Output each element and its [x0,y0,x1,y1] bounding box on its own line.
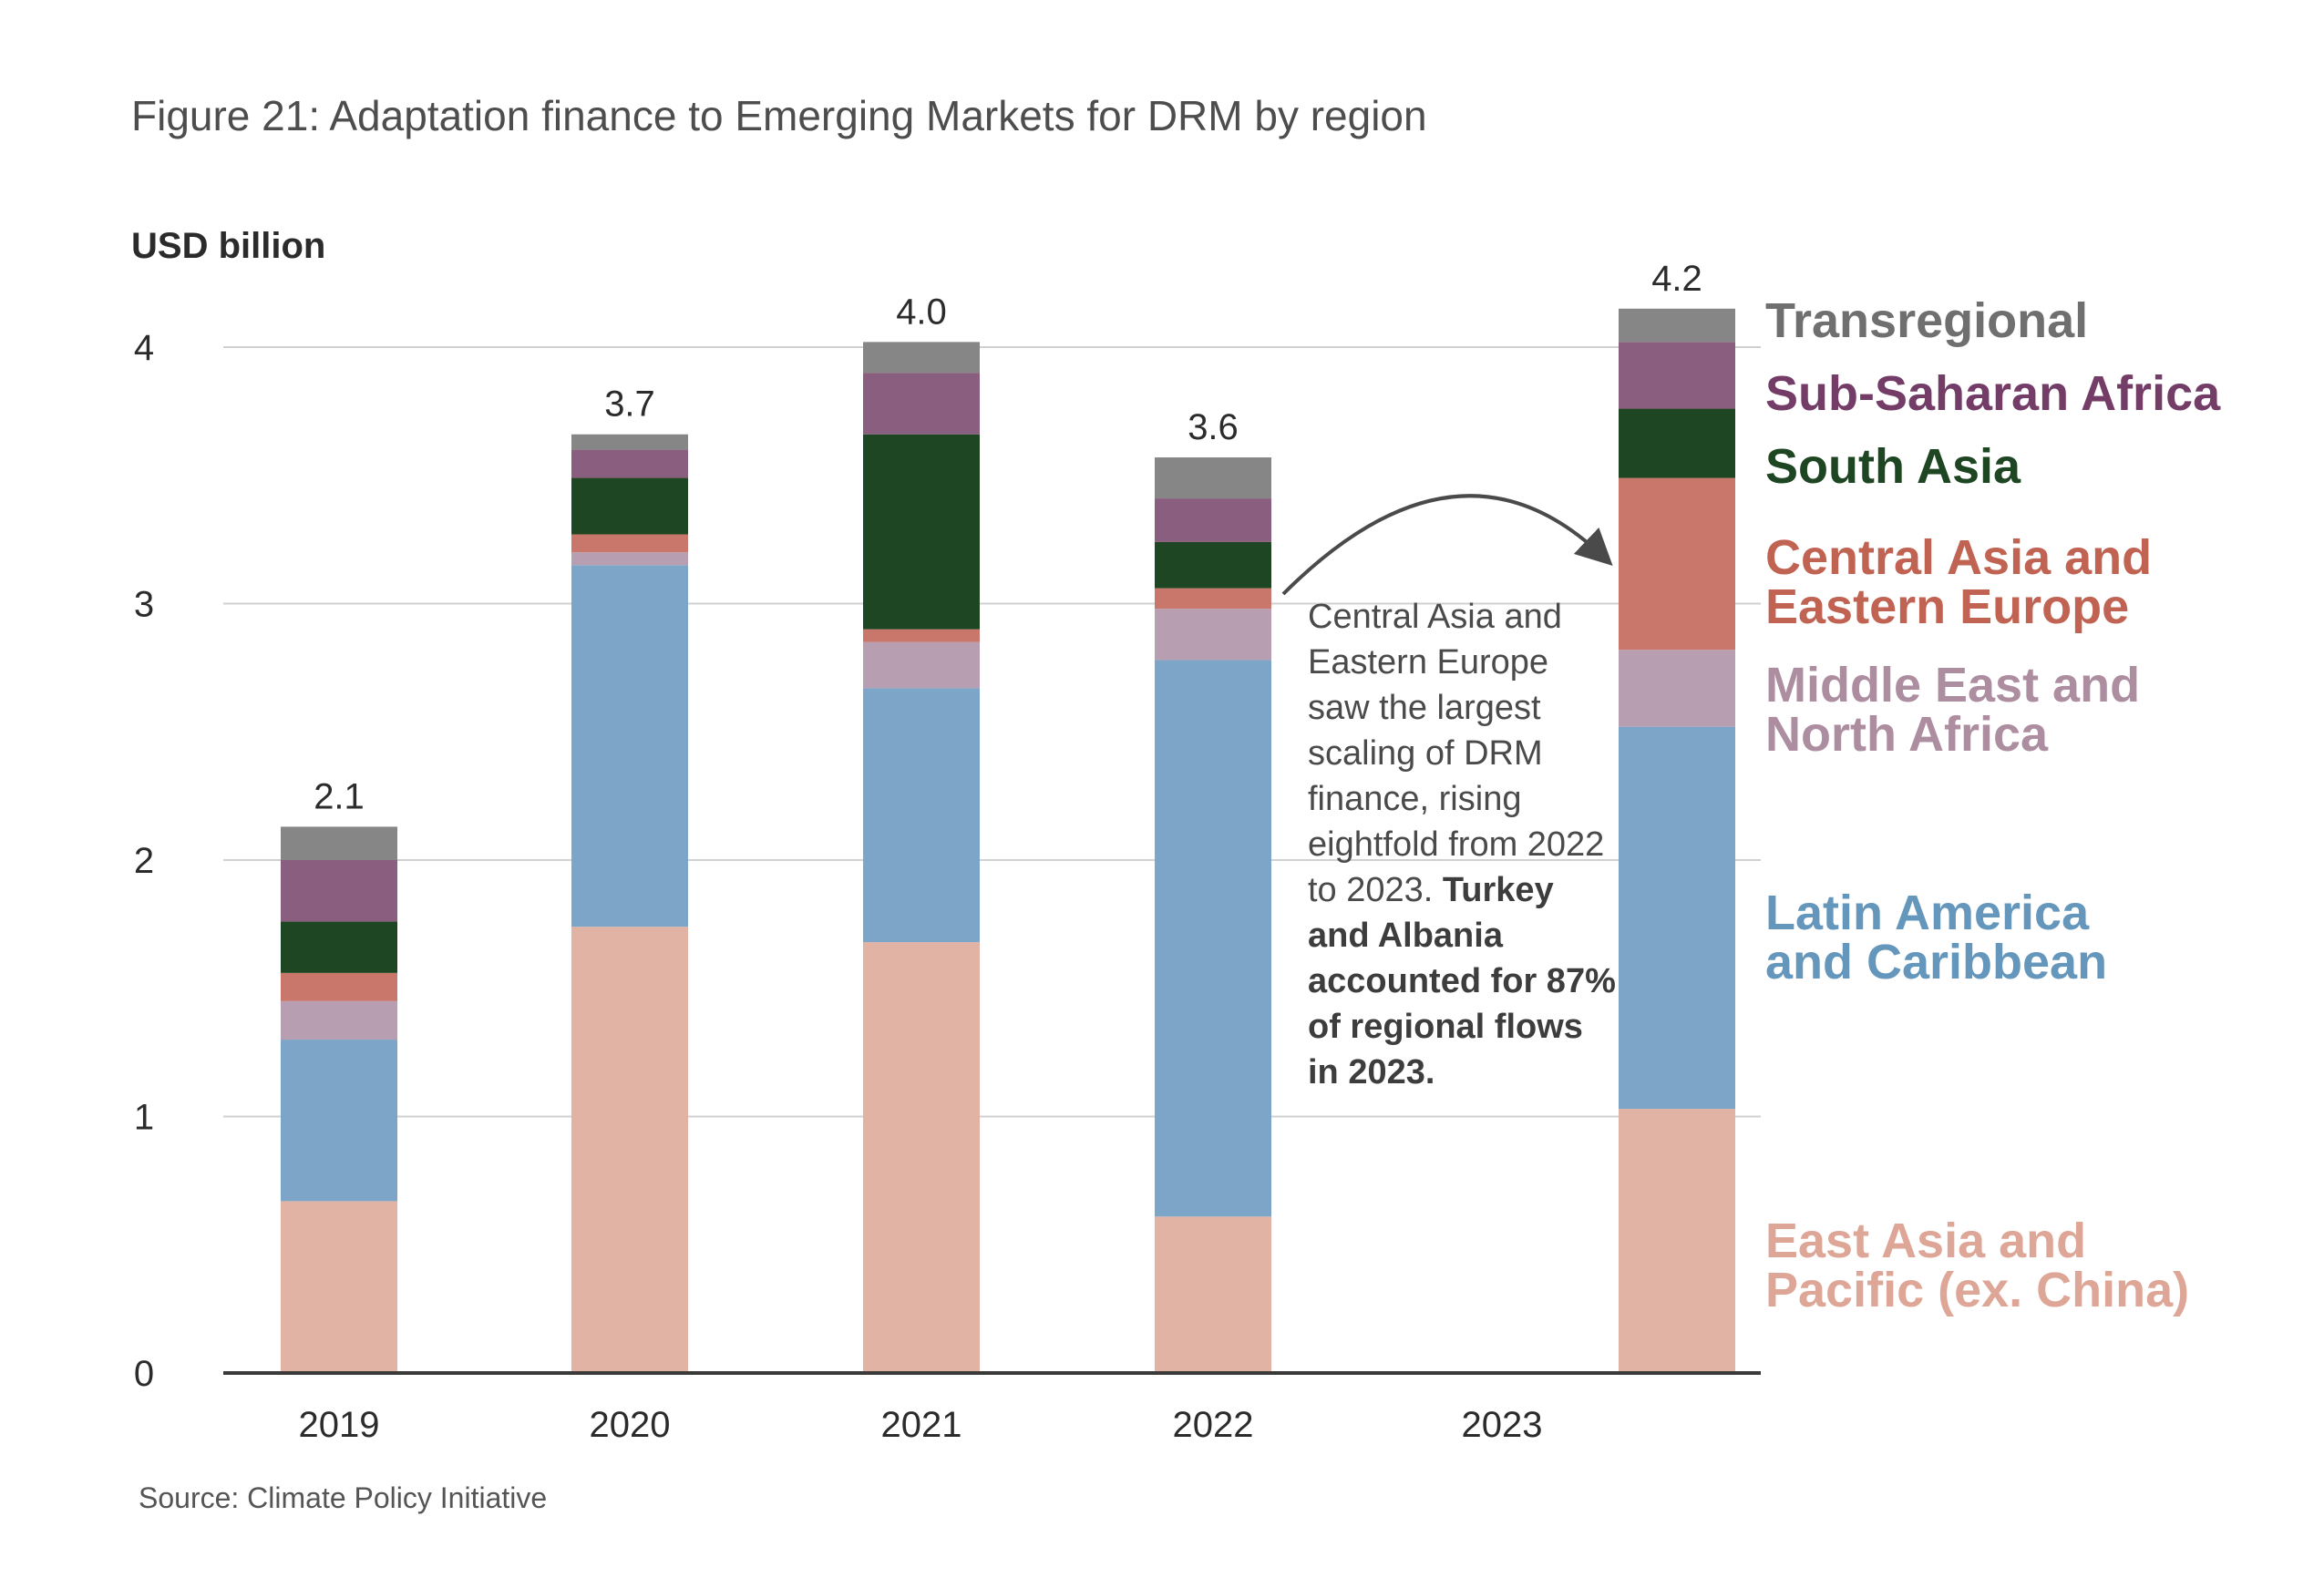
x-tick-label: 2023 [1462,1405,1543,1445]
bar-segment [863,688,980,943]
legend-item: East Asia and Pacific (ex. China) [1765,1216,2189,1315]
legend-label: East Asia and [1765,1214,2087,1268]
bar-segment [1619,342,1735,409]
bar-segment [571,434,688,450]
bar-segment [571,477,688,535]
bar-segment [281,1040,397,1202]
bar-segment [571,565,688,927]
bar-segment [1155,498,1271,542]
labels: 0 1 2 3 4 2.1 2019 3.7 2020 4.0 2021 3.6 2022 4.2 2023 [134,259,1702,1445]
bar-segment [1155,609,1271,661]
x-tick-label: 2020 [590,1405,671,1445]
bar-segment [281,860,397,922]
bars [281,308,1735,1373]
y-tick-label: 2 [134,841,154,881]
bar-total-label: 2.1 [314,776,365,816]
bar-segment [863,373,980,435]
bar-segment [281,1000,397,1040]
legend-item: Middle East and North Africa [1765,661,2140,759]
legend-label: Latin America [1765,886,2090,940]
bar-segment [281,921,397,973]
bar-segment [1155,1216,1271,1373]
y-tick-label: 4 [134,328,154,368]
gridlines [223,346,1761,1118]
legend-label: Sub-Saharan Africa [1765,366,2221,421]
legend-label: and Caribbean [1765,935,2108,989]
source-note: Source: Climate Policy Initiative [139,1481,548,1514]
legend-label: South Asia [1765,439,2021,494]
bar-segment [1155,660,1271,1217]
bar-segment [1619,650,1735,727]
bar-total-label: 4.2 [1651,259,1702,299]
legend-label: Middle East and [1765,658,2141,712]
bar-segment [281,972,397,1001]
bar-segment [571,927,688,1373]
legend-item: Sub-Saharan Africa [1765,369,2220,418]
bar-segment [571,552,688,566]
bar-segment [863,942,980,1373]
bar-segment [1619,477,1735,651]
bar-segment [1619,726,1735,1110]
bar-segment [1155,588,1271,610]
bar-segment [863,629,980,642]
x-tick-label: 2022 [1173,1405,1254,1445]
bar-segment [1619,1109,1735,1373]
bar-segment [863,641,980,689]
annotation-regular: Central Asia and Eastern Europe saw the … [1308,598,1605,909]
bar-segment [281,1201,397,1373]
legend-label: Pacific (ex. China) [1765,1263,2190,1317]
bar-total-label: 3.6 [1188,407,1239,447]
bar-segment [571,534,688,553]
bar-total-label: 4.0 [896,292,947,332]
bar-segment [1619,408,1735,478]
legend-item: Transregional [1765,296,2088,345]
legend-label: Eastern Europe [1765,579,2130,634]
bar-segment [1155,457,1271,499]
y-tick-label: 3 [134,585,154,625]
bar-segment [571,449,688,478]
annotation-text: Central Asia and Eastern Europe saw the … [1308,594,1618,1095]
bar-total-label: 3.7 [604,384,655,425]
bar-segment [863,342,980,374]
annotation-bold: Turkey and Albania accounted for 87% of … [1308,871,1616,1091]
legend-item: Latin America and Caribbean [1765,888,2107,987]
curved-arrow-icon [1281,494,1613,596]
y-tick-label: 0 [134,1354,154,1394]
bar-segment [1619,308,1735,343]
bar-segment [863,434,980,630]
legend-item: Central Asia and Eastern Europe [1765,533,2152,631]
bar-segment [1155,541,1271,589]
y-tick-label: 1 [134,1098,154,1138]
x-tick-label: 2019 [299,1405,380,1445]
legend-label: Transregional [1765,293,2089,348]
chart-title: Figure 21: Adaptation finance to Emergin… [131,92,1427,139]
y-axis-unit-label: USD billion [131,226,326,266]
legend-label: Central Asia and [1765,530,2153,585]
legend-item: South Asia [1765,442,2021,491]
legend-label: North Africa [1765,707,2049,762]
bar-segment [281,826,397,860]
x-tick-label: 2021 [881,1405,962,1445]
annotation-arrow [1281,494,1613,596]
